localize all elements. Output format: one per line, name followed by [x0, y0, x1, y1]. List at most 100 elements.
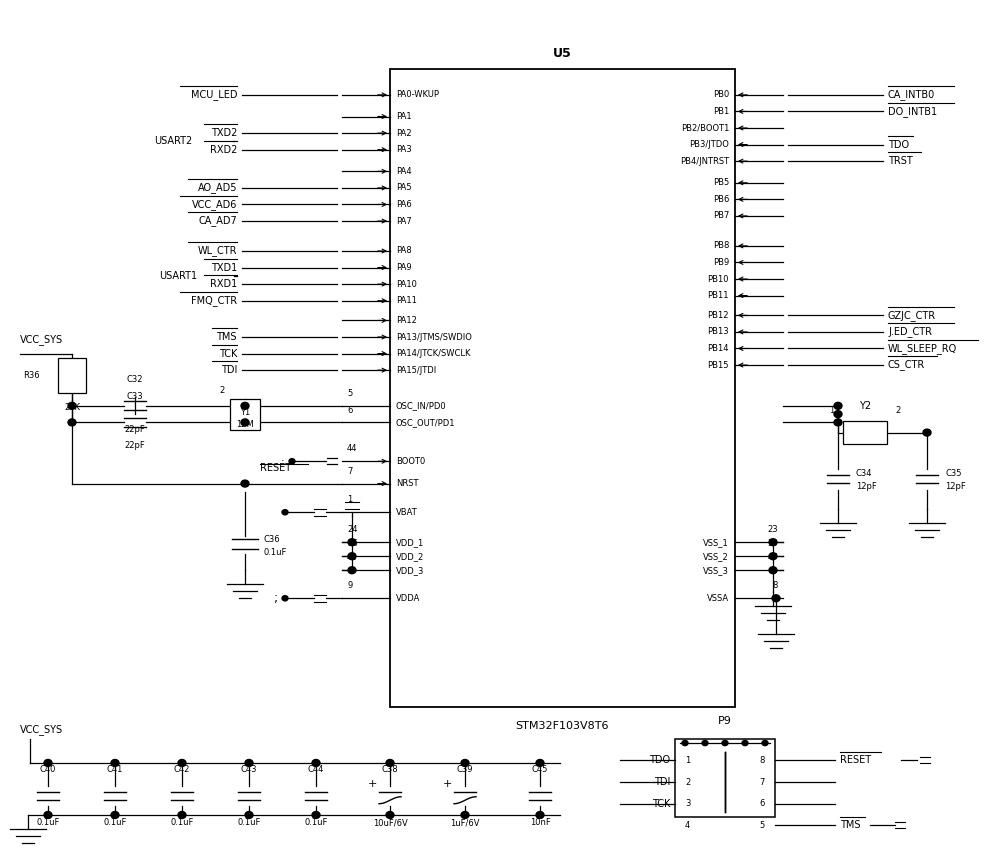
Text: 2: 2 — [220, 386, 225, 395]
Text: U5: U5 — [553, 48, 572, 60]
Text: P9: P9 — [718, 715, 732, 726]
Text: MCU_LED: MCU_LED — [191, 89, 237, 101]
Text: 0.1uF: 0.1uF — [170, 818, 194, 827]
Text: 0.1uF: 0.1uF — [103, 818, 127, 827]
Text: TCK: TCK — [219, 349, 237, 359]
Circle shape — [536, 812, 544, 818]
Text: RESET: RESET — [260, 463, 291, 473]
Circle shape — [282, 510, 288, 515]
Text: PA15/JTDI: PA15/JTDI — [396, 366, 436, 375]
Text: RXD2: RXD2 — [210, 145, 237, 154]
Text: VSS_3: VSS_3 — [703, 566, 729, 575]
Text: 4: 4 — [685, 821, 690, 830]
Text: USART1: USART1 — [159, 271, 197, 281]
Circle shape — [312, 759, 320, 766]
Text: PB8: PB8 — [713, 241, 729, 251]
Text: CA_INTB0: CA_INTB0 — [888, 89, 935, 101]
Text: PB1: PB1 — [713, 107, 729, 116]
Text: PA3: PA3 — [396, 145, 412, 154]
Text: 2: 2 — [685, 778, 690, 786]
Circle shape — [348, 538, 356, 545]
Text: GZJC_CTR: GZJC_CTR — [888, 310, 936, 321]
Text: TMS: TMS — [840, 820, 861, 831]
Text: ;: ; — [274, 592, 278, 605]
Circle shape — [241, 480, 249, 487]
Text: RXD1: RXD1 — [210, 279, 237, 289]
Text: AO_AD5: AO_AD5 — [198, 182, 237, 193]
Circle shape — [245, 812, 253, 818]
Text: Y1: Y1 — [240, 407, 250, 417]
Text: C44: C44 — [308, 766, 324, 774]
Text: BOOT0: BOOT0 — [396, 457, 425, 466]
Text: PA2: PA2 — [396, 128, 412, 138]
Text: TDI: TDI — [654, 777, 670, 787]
Text: 1: 1 — [685, 756, 690, 765]
Text: PB13: PB13 — [707, 328, 729, 336]
Text: 8: 8 — [760, 756, 765, 765]
Text: C43: C43 — [241, 766, 257, 774]
Text: C42: C42 — [174, 766, 190, 774]
Circle shape — [769, 538, 777, 545]
Text: PA6: PA6 — [396, 200, 412, 209]
Text: TMS: TMS — [217, 332, 237, 342]
Text: ·: · — [280, 456, 284, 466]
Text: PA11: PA11 — [396, 297, 417, 305]
Text: TXD2: TXD2 — [211, 128, 237, 138]
Text: 10uF/6V: 10uF/6V — [373, 818, 407, 827]
Text: C36: C36 — [263, 536, 280, 544]
Circle shape — [742, 740, 748, 746]
Bar — [230, 399, 260, 430]
Text: PB14: PB14 — [708, 344, 729, 353]
Text: C45: C45 — [532, 766, 548, 774]
Text: +: + — [443, 779, 452, 789]
Text: 1uF/6V: 1uF/6V — [450, 818, 480, 827]
Text: VCC_SYS: VCC_SYS — [20, 335, 63, 345]
Text: 2: 2 — [895, 407, 901, 415]
Text: 0.1uF: 0.1uF — [263, 549, 286, 557]
Text: TXD1: TXD1 — [211, 263, 237, 272]
Text: PB3/JTDO: PB3/JTDO — [689, 140, 729, 149]
Text: Y2: Y2 — [859, 401, 871, 411]
Text: C40: C40 — [40, 766, 56, 774]
Circle shape — [68, 402, 76, 409]
Text: +: + — [368, 779, 377, 789]
Text: FMQ_CTR: FMQ_CTR — [191, 296, 237, 306]
Text: 3: 3 — [685, 799, 690, 808]
Circle shape — [178, 812, 186, 818]
Circle shape — [762, 740, 768, 746]
Text: 12pF: 12pF — [856, 481, 877, 491]
Text: USART2: USART2 — [154, 136, 192, 147]
Circle shape — [834, 411, 842, 418]
Text: TDI: TDI — [221, 365, 237, 375]
Text: 0.1uF: 0.1uF — [304, 818, 328, 827]
Bar — [843, 421, 887, 444]
Text: VDD_2: VDD_2 — [396, 551, 424, 561]
Text: 7: 7 — [347, 466, 352, 476]
Circle shape — [282, 596, 288, 601]
Text: 36: 36 — [347, 539, 358, 549]
Circle shape — [178, 759, 186, 766]
Text: 22pF: 22pF — [125, 441, 145, 451]
Circle shape — [769, 553, 777, 560]
Text: 24: 24 — [347, 525, 358, 534]
Text: 5: 5 — [347, 389, 352, 398]
Text: STM32F103V8T6: STM32F103V8T6 — [516, 720, 609, 731]
Circle shape — [386, 812, 394, 818]
Text: PB11: PB11 — [708, 291, 729, 300]
Circle shape — [834, 419, 842, 426]
Text: C39: C39 — [457, 766, 473, 774]
Text: J.ED_CTR: J.ED_CTR — [888, 327, 932, 337]
Text: C38: C38 — [382, 766, 398, 774]
Text: 8: 8 — [773, 582, 778, 590]
Text: VCC_SYS: VCC_SYS — [20, 724, 63, 735]
Circle shape — [348, 567, 356, 574]
Text: TDO: TDO — [888, 140, 909, 149]
Text: 20K: 20K — [64, 403, 80, 412]
Circle shape — [461, 812, 469, 818]
Text: VDD_1: VDD_1 — [396, 538, 424, 547]
Text: PB15: PB15 — [708, 361, 729, 369]
Bar — [58, 358, 86, 393]
Circle shape — [461, 759, 469, 766]
Text: DO_INTB1: DO_INTB1 — [888, 106, 937, 117]
Text: PA12: PA12 — [396, 316, 417, 325]
